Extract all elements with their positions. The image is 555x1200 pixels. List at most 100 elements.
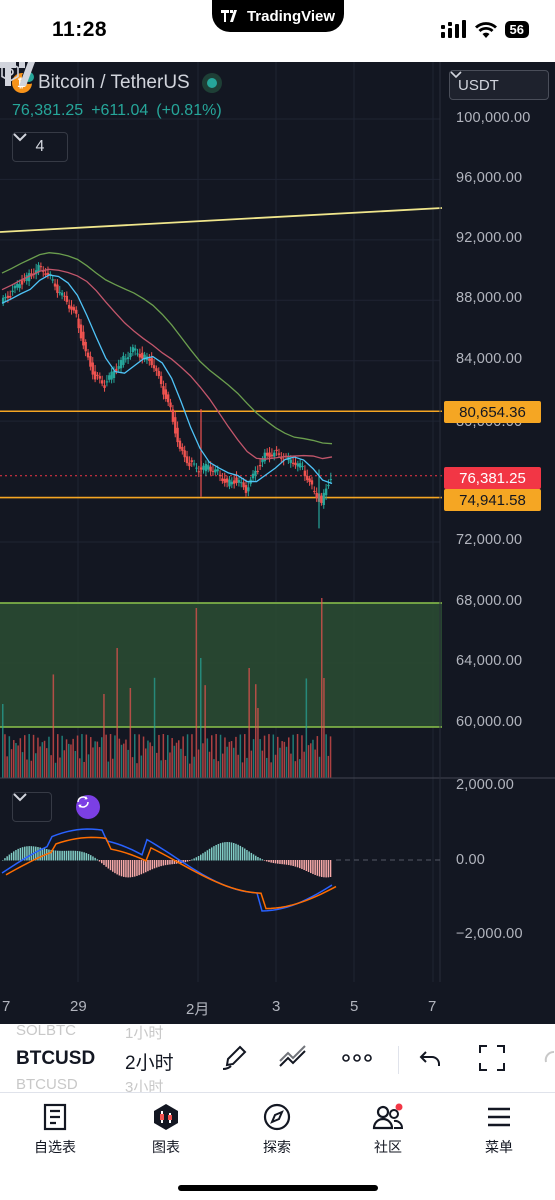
battery-icon: 56 xyxy=(504,20,529,38)
indicators-toggle-button[interactable]: 4 xyxy=(12,132,68,162)
volume-bar xyxy=(48,736,50,778)
volume-bar xyxy=(257,708,259,778)
interval-picker-prev[interactable]: 1小时 xyxy=(125,1025,164,1042)
nav-explore[interactable]: 探索 xyxy=(237,1103,317,1157)
price-zone xyxy=(0,603,442,727)
macd-histogram-bar xyxy=(182,860,184,863)
macd-histogram-bar xyxy=(87,854,90,861)
volume-bar xyxy=(244,734,246,778)
nav-community[interactable]: 社区 xyxy=(348,1103,428,1157)
time-axis-label: 5 xyxy=(350,998,359,1015)
candle-body xyxy=(82,331,85,346)
symbol-picker-prev[interactable]: SOLBTC xyxy=(16,1022,77,1039)
nav-menu[interactable]: 菜单 xyxy=(459,1103,539,1157)
macd-histogram-bar xyxy=(149,860,151,871)
volume-bar xyxy=(239,734,242,778)
resistance-price-tag[interactable]: 80,654.36 xyxy=(444,401,541,423)
volume-bar xyxy=(184,755,187,778)
candle-body xyxy=(211,470,215,472)
price-axis-label: 100,000.00 xyxy=(456,110,531,126)
volume-bar xyxy=(285,746,288,778)
nav-chart[interactable]: 图表 xyxy=(126,1103,206,1157)
price-chart[interactable] xyxy=(0,62,555,1024)
macd-collapse-button[interactable] xyxy=(12,792,52,822)
candle-body xyxy=(112,370,116,378)
macd-histogram-bar xyxy=(63,850,66,861)
symbol-picker-next[interactable]: BTCUSD xyxy=(16,1076,78,1093)
macd-histogram-bar xyxy=(83,852,85,861)
volume-bar xyxy=(233,747,235,778)
macd-histogram-bar xyxy=(184,860,187,863)
macd-histogram-bar xyxy=(272,860,275,864)
macd-histogram-bar xyxy=(255,855,257,861)
candle-body xyxy=(93,371,97,380)
support-price-tag[interactable]: 74,941.58 xyxy=(444,489,541,511)
symbol-picker[interactable]: BTCUSD xyxy=(16,1048,96,1069)
brush-draw-icon[interactable] xyxy=(220,1044,248,1072)
candle-body xyxy=(164,389,168,400)
macd-histogram-bar xyxy=(2,860,4,861)
symbol-title[interactable]: Bitcoin / TetherUS xyxy=(38,72,190,93)
symbol-header[interactable]: ₿ Bitcoin / TetherUS xyxy=(12,70,222,94)
macd-histogram-bar xyxy=(101,860,103,864)
chart-icon xyxy=(154,1104,178,1130)
volume-bar xyxy=(87,754,90,778)
volume-bar xyxy=(153,677,156,778)
volume-bar xyxy=(142,736,145,778)
candle-body xyxy=(148,358,151,361)
volume-bar xyxy=(211,735,213,778)
chart-area[interactable]: ₿ Bitcoin / TetherUS 76,381.25 +611.04 (… xyxy=(0,62,555,1024)
macd-histogram-bar xyxy=(312,860,314,875)
macd-histogram-bar xyxy=(189,860,191,861)
candle-body xyxy=(289,459,292,463)
volume-bar xyxy=(259,739,261,778)
candle-body xyxy=(273,452,276,457)
volume-bar xyxy=(255,684,257,778)
volume-bar xyxy=(164,759,167,778)
macd-histogram-bar xyxy=(277,860,279,864)
macd-histogram-bar xyxy=(325,860,327,878)
volume-bar xyxy=(24,735,26,778)
volume-bar xyxy=(35,753,37,778)
macd-histogram-bar xyxy=(94,857,96,861)
candle-body xyxy=(237,480,241,483)
candle-body xyxy=(221,478,224,482)
status-time: 11:28 xyxy=(52,18,108,41)
nav-label: 图表 xyxy=(152,1139,180,1155)
volume-bar xyxy=(321,598,323,778)
nav-watchlist[interactable]: 自选表 xyxy=(15,1103,95,1157)
currency-select[interactable]: USDT xyxy=(449,70,549,100)
candle-body xyxy=(9,296,12,298)
volume-bar xyxy=(213,759,215,778)
macd-histogram-bar xyxy=(226,842,228,861)
candle-body xyxy=(232,480,236,484)
time-axis-label: 7 xyxy=(428,998,437,1015)
macd-histogram-bar xyxy=(41,848,44,861)
candle-body xyxy=(223,478,226,483)
macd-histogram-bar xyxy=(261,859,264,861)
volume-bar xyxy=(79,758,81,778)
macd-histogram-bar xyxy=(105,860,107,867)
more-options-icon[interactable] xyxy=(342,1054,372,1062)
toolbar-overflow-icon[interactable] xyxy=(540,1044,555,1072)
interval-picker-next[interactable]: 3小时 xyxy=(125,1079,164,1096)
indicator-refresh-icon[interactable] xyxy=(76,795,100,819)
fullscreen-icon[interactable] xyxy=(478,1044,506,1072)
macd-histogram-bar xyxy=(85,853,88,861)
candle-body xyxy=(138,354,142,358)
macd-histogram-bar xyxy=(329,860,332,878)
undo-icon[interactable] xyxy=(418,1044,442,1072)
volume-bar xyxy=(105,734,107,778)
volume-bar xyxy=(310,743,312,778)
candle-body xyxy=(178,440,182,449)
macd-histogram-bar xyxy=(292,860,294,867)
candle-body xyxy=(263,452,267,462)
interval-picker[interactable]: 2小时 xyxy=(125,1053,174,1074)
trend-line-tool-icon[interactable] xyxy=(278,1044,308,1072)
volume-bar xyxy=(180,748,182,778)
macd-histogram-bar xyxy=(52,850,55,861)
volume-bar xyxy=(63,750,66,778)
chart-settings-icon[interactable] xyxy=(0,62,20,82)
macd-histogram-bar xyxy=(151,860,154,870)
price-axis-label: 92,000.00 xyxy=(456,230,523,246)
